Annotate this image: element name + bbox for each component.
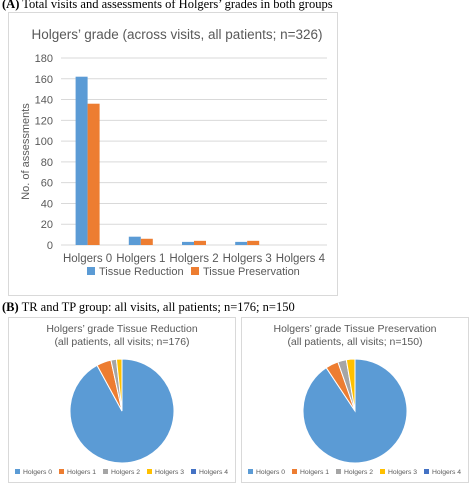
chart-title: Holgers’ grade (across visits, all patie…	[31, 27, 322, 42]
legend-label: Holgers 0	[23, 469, 52, 476]
pie-chart-tissue-reduction: Holgers’ grade Tissue Reduction(all pati…	[15, 323, 228, 476]
y-tick-label: 60	[41, 178, 53, 190]
pie-slice	[115, 358, 123, 412]
bar	[128, 236, 141, 245]
legend-swatch	[87, 267, 95, 275]
legend-swatch	[59, 469, 64, 474]
legend-label: Holgers 3	[388, 469, 417, 476]
pie-subtitle: (all patients, all visits; n=176)	[54, 336, 189, 348]
legend-swatch	[292, 469, 297, 474]
y-tick-label: 140	[35, 95, 53, 107]
pie-slice	[345, 358, 356, 412]
y-tick-label: 0	[47, 240, 53, 252]
x-tick-label: Holgers 1	[116, 253, 165, 265]
legend-label: Holgers 2	[344, 469, 373, 476]
legend-swatch	[191, 469, 196, 474]
y-tick-label: 120	[35, 115, 53, 127]
legend-label: Tissue Reduction	[99, 266, 184, 278]
y-tick-label: 40	[41, 198, 53, 210]
bar	[235, 241, 248, 245]
bar	[140, 238, 153, 245]
bar-chart-panel: Holgers’ grade (across visits, all patie…	[8, 12, 338, 296]
legend-swatch	[248, 469, 253, 474]
legend-label: Holgers 0	[256, 469, 285, 476]
bar	[194, 240, 206, 245]
bar	[182, 241, 194, 245]
y-tick-label: 80	[41, 157, 53, 169]
section-a-caption: (A) Total visits and assessments of Holg…	[2, 0, 333, 12]
bar	[247, 240, 260, 245]
legend-swatch	[147, 469, 152, 474]
pie-chart-tissue-preservation: Holgers’ grade Tissue Preservation(all p…	[248, 323, 461, 476]
pie-subtitle: (all patients, all visits; n=150)	[287, 336, 422, 348]
pie-chart-tr-panel: Holgers’ grade Tissue Reduction (all pati…	[8, 317, 236, 483]
y-tick-label: 180	[35, 53, 53, 65]
y-axis-label: No. of assessments	[20, 103, 32, 200]
legend-swatch	[103, 469, 108, 474]
legend-label: Holgers 4	[432, 469, 461, 476]
legend-label: Holgers 1	[300, 469, 329, 476]
legend-label: Tissue Preservation	[203, 266, 300, 278]
legend-swatch	[380, 469, 385, 474]
legend-swatch	[336, 469, 341, 474]
x-tick-label: Holgers 2	[169, 253, 218, 265]
y-tick-label: 20	[41, 219, 53, 231]
x-tick-label: Holgers 3	[223, 253, 272, 265]
legend-label: Holgers 1	[67, 469, 96, 476]
legend-label: Holgers 4	[199, 469, 228, 476]
legend-label: Holgers 2	[111, 469, 140, 476]
x-tick-label: Holgers 0	[63, 253, 112, 265]
y-tick-label: 100	[35, 136, 53, 148]
section-a-label: (A)	[2, 0, 20, 11]
bar	[75, 76, 88, 245]
section-b-caption: (B) TR and TP group: all visits, all pat…	[2, 300, 295, 315]
legend-swatch	[191, 267, 199, 275]
x-tick-label: Holgers 4	[276, 253, 326, 265]
section-b-label: (B)	[2, 300, 19, 314]
pie-chart-tp-panel: Holgers’ grade Tissue Preservation (all p…	[241, 317, 469, 483]
pie-title: Holgers’ grade Tissue Reduction	[46, 323, 198, 335]
y-tick-label: 160	[35, 74, 53, 86]
section-a-text: Total visits and assessments of Holgers’…	[22, 0, 333, 11]
section-b-text: TR and TP group: all visits, all patient…	[21, 300, 295, 314]
legend-label: Holgers 3	[155, 469, 184, 476]
legend-swatch	[15, 469, 20, 474]
legend-swatch	[424, 469, 429, 474]
pie-title: Holgers’ grade Tissue Preservation	[273, 323, 436, 335]
bar	[87, 103, 100, 245]
bar-chart: Holgers’ grade (across visits, all patie…	[20, 27, 327, 278]
